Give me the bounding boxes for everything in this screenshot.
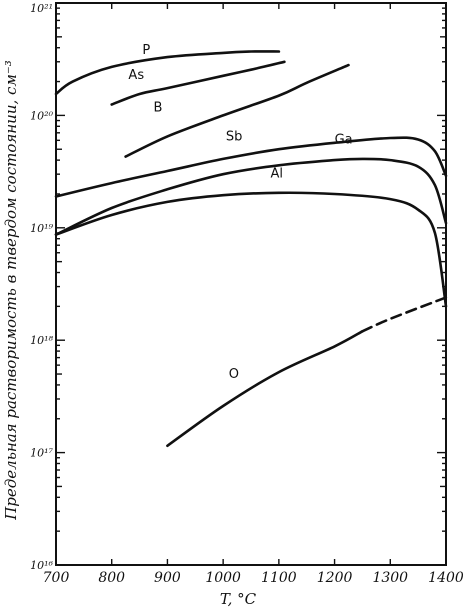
series-line-as xyxy=(110,60,286,106)
y-axis: 10¹⁶ 10¹⁷ 10¹⁸ 10¹⁹ 10²⁰ 10²¹ xyxy=(30,2,446,572)
x-tick-label-1400: 1400 xyxy=(428,570,464,586)
y-tick-label-18: 10¹⁸ xyxy=(30,334,53,347)
series-line-al xyxy=(54,191,448,308)
x-tick-label-1300: 1300 xyxy=(372,570,408,586)
series-line-p xyxy=(54,50,281,96)
series-lines xyxy=(54,50,448,448)
x-axis: 700 800 900 1000 1100 1200 1300 1400 xyxy=(43,3,464,586)
y-axis-label: Предельная растворимость в твердом состо… xyxy=(2,60,20,521)
y-tick-label-19: 10¹⁹ xyxy=(30,222,53,235)
series-label-p: P xyxy=(142,43,150,58)
series-line-b xyxy=(124,63,350,158)
series-label-b: B xyxy=(154,101,163,116)
series-label-as: As xyxy=(128,68,144,83)
series-labels: P As B Sb Ga Al O xyxy=(128,43,352,382)
x-axis-label: T, °C xyxy=(220,590,257,608)
series-line-o-extrapolated xyxy=(361,296,448,333)
series-line-sb xyxy=(54,136,448,198)
x-tick-label-1000: 1000 xyxy=(205,570,241,586)
x-tick-label-800: 800 xyxy=(98,570,125,586)
series-label-o: O xyxy=(229,367,239,382)
series-label-ga: Ga xyxy=(335,133,353,148)
plot-frame xyxy=(55,2,447,566)
x-tick-label-1100: 1100 xyxy=(261,570,297,586)
series-label-sb: Sb xyxy=(226,129,243,144)
x-tick-label-700: 700 xyxy=(43,570,70,586)
series-label-al: Al xyxy=(271,167,284,182)
x-tick-label-1200: 1200 xyxy=(317,570,353,586)
y-tick-label-16: 10¹⁶ xyxy=(30,559,53,572)
x-tick-label-900: 900 xyxy=(154,570,181,586)
y-tick-label-20: 10²⁰ xyxy=(30,109,53,122)
series-line-o xyxy=(166,330,364,448)
series-line-ga xyxy=(54,157,448,236)
y-tick-label-17: 10¹⁷ xyxy=(30,447,53,460)
y-tick-label-21: 10²¹ xyxy=(30,2,53,15)
